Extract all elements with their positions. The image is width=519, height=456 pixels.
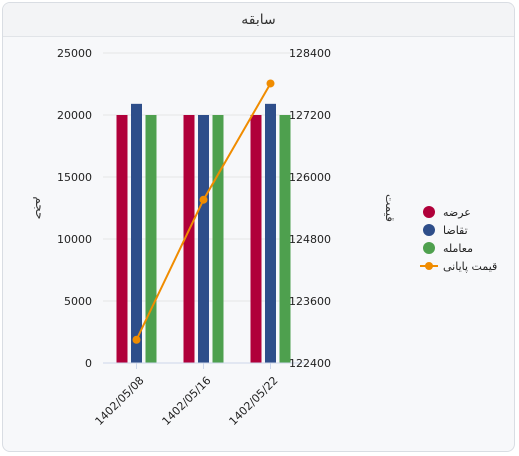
bar bbox=[198, 115, 209, 363]
line-point bbox=[266, 79, 275, 88]
bar bbox=[116, 115, 128, 363]
y-right-tick-label: 124800 bbox=[289, 233, 331, 246]
y-right-tick-label: 122400 bbox=[289, 357, 331, 370]
y-left-tick-label: 5000 bbox=[64, 295, 92, 308]
bar bbox=[265, 103, 276, 363]
y-left-tick-label: 25000 bbox=[57, 47, 92, 60]
legend-symbol bbox=[423, 242, 435, 254]
legend-label: عرضه bbox=[443, 206, 471, 219]
bar bbox=[145, 115, 157, 363]
legend-label: قیمت پایانی bbox=[443, 260, 497, 273]
bar bbox=[250, 115, 262, 363]
legend-label: تقاضا bbox=[443, 224, 468, 237]
y-left-tick-label: 10000 bbox=[57, 233, 92, 246]
bar bbox=[183, 115, 195, 363]
bar bbox=[279, 115, 291, 363]
x-tick-label: 1402/05/08 bbox=[93, 374, 147, 428]
legend-symbol bbox=[425, 262, 433, 270]
x-tick-label: 1402/05/22 bbox=[227, 374, 281, 428]
bar-series bbox=[116, 103, 291, 363]
y-right-tick-label: 126000 bbox=[289, 171, 331, 184]
line-series bbox=[132, 79, 275, 344]
legend-symbol bbox=[423, 224, 435, 236]
legend-symbol bbox=[423, 206, 435, 218]
y-right-tick-label: 123600 bbox=[289, 295, 331, 308]
legend-label: معامله bbox=[443, 242, 473, 255]
y-left-tick-label: 15000 bbox=[57, 171, 92, 184]
bar bbox=[212, 115, 224, 363]
y-right-tick-label: 128400 bbox=[289, 47, 331, 60]
line-point bbox=[132, 335, 141, 344]
panel-header: سابقه bbox=[3, 3, 514, 37]
y-left-axis-title: حجم bbox=[33, 196, 47, 219]
y-left-tick-label: 0 bbox=[85, 357, 92, 370]
bar bbox=[131, 103, 142, 363]
y-right-tick-label: 127200 bbox=[289, 109, 331, 122]
line-point bbox=[199, 195, 208, 204]
legend: عرضه تقاضا معامله قیمت پایانی bbox=[420, 206, 497, 273]
panel-title: سابقه bbox=[241, 11, 276, 28]
y-left-tick-label: 20000 bbox=[57, 109, 92, 122]
y-right-axis-title: قیمت bbox=[383, 194, 397, 222]
x-tick-label: 1402/05/16 bbox=[160, 374, 214, 428]
